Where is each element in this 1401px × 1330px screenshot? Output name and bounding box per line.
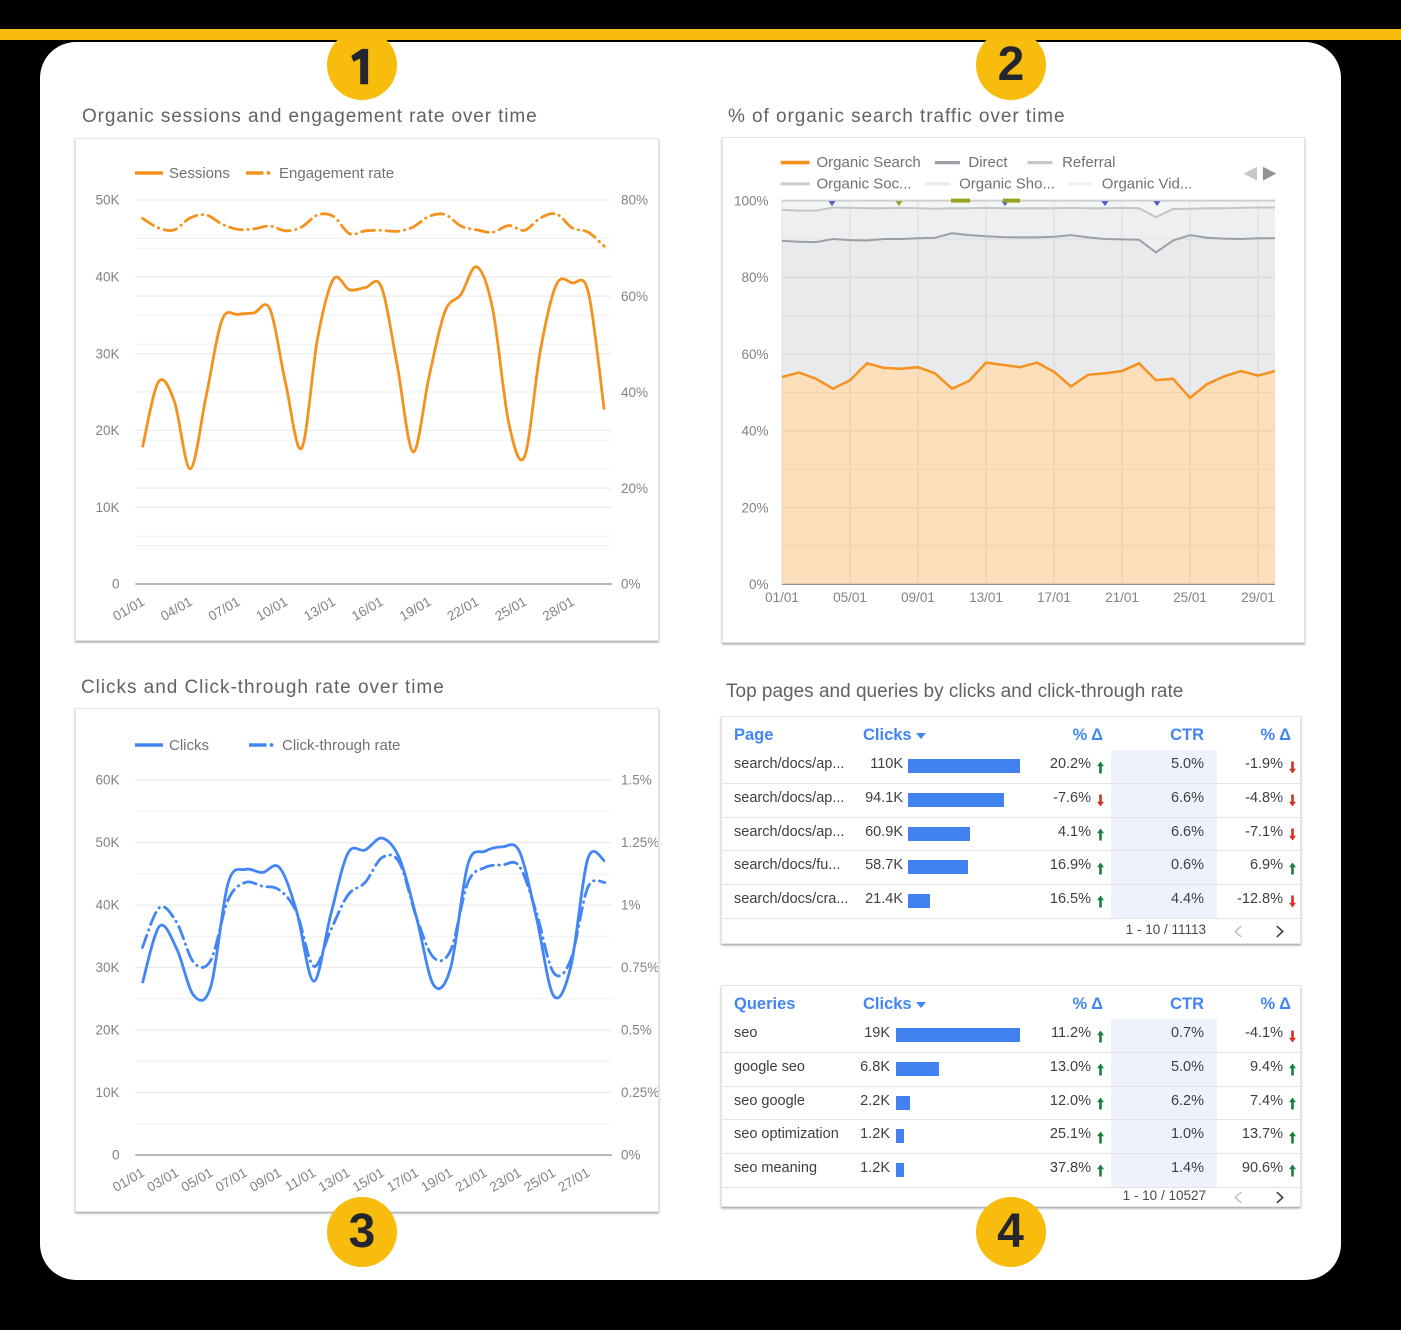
svg-text:Engagement rate: Engagement rate (279, 165, 394, 182)
svg-text:05/01: 05/01 (833, 590, 867, 605)
svg-text:19/01: 19/01 (418, 1165, 455, 1195)
svg-text:Organic Vid...: Organic Vid... (1102, 175, 1193, 192)
svg-text:21/01: 21/01 (453, 1165, 490, 1195)
svg-text:01/01: 01/01 (110, 594, 147, 624)
svg-text:0: 0 (112, 577, 120, 592)
svg-text:60%: 60% (741, 347, 768, 362)
svg-text:13/01: 13/01 (969, 590, 1003, 605)
svg-text:17/01: 17/01 (384, 1165, 421, 1195)
svg-text:20%: 20% (621, 481, 648, 496)
svg-text:27/01: 27/01 (556, 1165, 593, 1195)
svg-text:100%: 100% (734, 193, 769, 208)
svg-text:1%: 1% (621, 898, 641, 913)
svg-text:1.5%: 1.5% (621, 773, 652, 788)
svg-text:0%: 0% (621, 577, 641, 592)
svg-text:40%: 40% (741, 424, 768, 439)
svg-text:11/01: 11/01 (282, 1165, 318, 1194)
svg-text:19/01: 19/01 (397, 594, 434, 624)
svg-text:40K: 40K (95, 898, 119, 913)
svg-text:60%: 60% (621, 289, 648, 304)
svg-text:40K: 40K (95, 270, 119, 285)
svg-text:80%: 80% (741, 270, 768, 285)
svg-text:20K: 20K (95, 423, 119, 438)
svg-text:20%: 20% (741, 500, 768, 515)
svg-text:10K: 10K (95, 500, 119, 515)
svg-text:Referral: Referral (1062, 154, 1115, 171)
svg-text:13/01: 13/01 (316, 1165, 353, 1195)
svg-text:Organic Search: Organic Search (817, 154, 921, 171)
svg-text:0: 0 (112, 1148, 120, 1163)
svg-text:60K: 60K (95, 773, 119, 788)
svg-text:01/01: 01/01 (110, 1165, 147, 1195)
svg-text:03/01: 03/01 (144, 1165, 181, 1195)
svg-text:01/01: 01/01 (765, 590, 799, 605)
svg-text:07/01: 07/01 (213, 1165, 250, 1195)
svg-text:09/01: 09/01 (247, 1165, 284, 1195)
svg-text:10/01: 10/01 (254, 594, 291, 624)
svg-text:20K: 20K (95, 1023, 119, 1038)
svg-text:09/01: 09/01 (901, 590, 935, 605)
svg-text:30K: 30K (95, 960, 119, 975)
svg-text:80%: 80% (621, 193, 648, 208)
svg-text:15/01: 15/01 (350, 1165, 387, 1195)
svg-text:Organic Soc...: Organic Soc... (817, 175, 912, 192)
svg-text:21/01: 21/01 (1105, 590, 1139, 605)
svg-text:25/01: 25/01 (492, 594, 529, 624)
svg-text:23/01: 23/01 (487, 1165, 524, 1195)
svg-text:10K: 10K (95, 1085, 119, 1100)
svg-text:Click-through rate: Click-through rate (282, 737, 400, 754)
svg-text:1.25%: 1.25% (621, 835, 658, 850)
svg-text:07/01: 07/01 (206, 594, 243, 624)
svg-text:Direct: Direct (968, 154, 1008, 171)
svg-text:17/01: 17/01 (1037, 590, 1071, 605)
svg-text:04/01: 04/01 (158, 594, 195, 624)
svg-text:25/01: 25/01 (1173, 590, 1207, 605)
svg-text:40%: 40% (621, 385, 648, 400)
svg-text:0%: 0% (749, 577, 769, 592)
svg-text:Clicks: Clicks (169, 737, 209, 754)
svg-text:50K: 50K (95, 193, 119, 208)
svg-text:28/01: 28/01 (540, 594, 577, 624)
svg-text:29/01: 29/01 (1241, 590, 1275, 605)
svg-text:Sessions: Sessions (169, 165, 230, 182)
svg-text:16/01: 16/01 (349, 594, 386, 624)
svg-text:Organic Sho...: Organic Sho... (959, 175, 1055, 192)
svg-text:0.25%: 0.25% (621, 1085, 658, 1100)
svg-text:0.75%: 0.75% (621, 960, 658, 975)
svg-text:05/01: 05/01 (179, 1165, 216, 1195)
svg-text:0%: 0% (621, 1148, 641, 1163)
svg-text:0.5%: 0.5% (621, 1023, 652, 1038)
svg-text:30K: 30K (95, 346, 119, 361)
svg-text:13/01: 13/01 (301, 594, 338, 624)
svg-text:25/01: 25/01 (521, 1165, 558, 1195)
svg-text:22/01: 22/01 (445, 594, 482, 624)
svg-text:50K: 50K (95, 835, 119, 850)
